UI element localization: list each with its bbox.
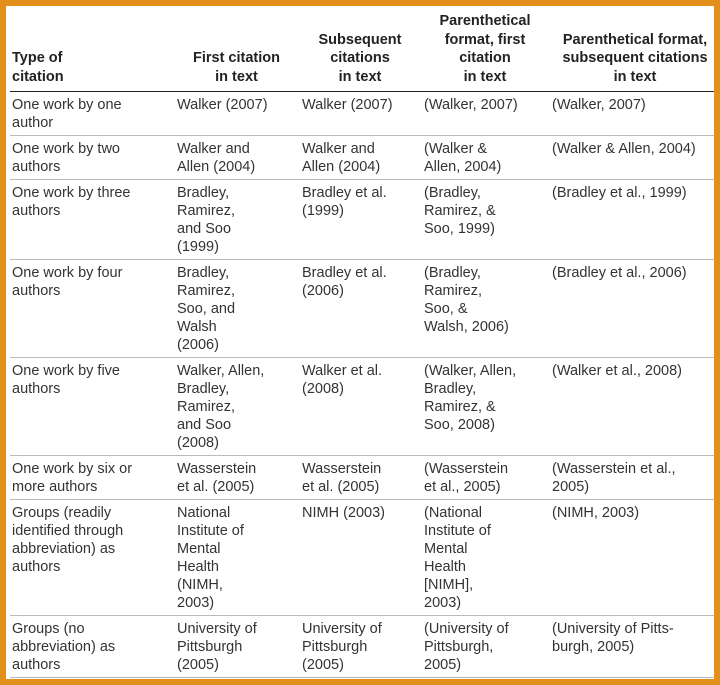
cell-first-citation: Bradley, Ramirez, Soo, and Walsh (2006) (175, 259, 300, 358)
cell-first-citation: Walker and Allen (2004) (175, 135, 300, 180)
header-parenthetical-first: Parenthetical format, first citation in … (422, 8, 550, 92)
cell-parenthetical-subsequent: (Walker, 2007) (550, 91, 714, 136)
cell-subsequent-citation: NIMH (2003) (300, 499, 422, 616)
cell-first-citation: National Institute of Mental Health (NIM… (175, 499, 300, 616)
table-row: One work by three authors Bradley, Ramir… (10, 179, 714, 260)
cell-subsequent-citation: Bradley et al. (1999) (300, 179, 422, 260)
cell-parenthetical-subsequent: (Bradley et al., 1999) (550, 179, 714, 260)
cell-parenthetical-first: (National Institute of Mental Health [NI… (422, 499, 550, 616)
table-row: One work by five authors Walker, Allen, … (10, 357, 714, 456)
table-row: One work by six or more authors Wasserst… (10, 455, 714, 500)
cell-parenthetical-subsequent: (Walker & Allen, 2004) (550, 135, 714, 180)
cell-type: One work by two authors (10, 135, 175, 180)
cell-type: Groups (readily identified through abbre… (10, 499, 175, 616)
cell-parenthetical-first: (Bradley, Ramirez, & Soo, 1999) (422, 179, 550, 260)
cell-parenthetical-first: (Walker, Allen, Bradley, Ramirez, & Soo,… (422, 357, 550, 456)
table-row: Groups (no abbreviation) as authors Univ… (10, 615, 714, 678)
cell-first-citation: Wasserstein et al. (2005) (175, 455, 300, 500)
cell-parenthetical-subsequent: (NIMH, 2003) (550, 499, 714, 616)
cell-type: One work by five authors (10, 357, 175, 456)
header-parenthetical-subsequent: Parenthetical format, subsequent citatio… (550, 8, 714, 92)
table-row: One work by four authors Bradley, Ramire… (10, 259, 714, 358)
cell-parenthetical-subsequent: (Wasserstein et al., 2005) (550, 455, 714, 500)
header-row: Type of citation First citation in text … (10, 8, 714, 92)
cell-parenthetical-first: (Walker, 2007) (422, 91, 550, 136)
cell-parenthetical-subsequent: (University of Pitts- burgh, 2005) (550, 615, 714, 678)
cell-type: One work by three authors (10, 179, 175, 260)
cell-subsequent-citation: Bradley et al. (2006) (300, 259, 422, 358)
cell-parenthetical-first: (Wasserstein et al., 2005) (422, 455, 550, 500)
table-row: One work by two authors Walker and Allen… (10, 135, 714, 180)
cell-subsequent-citation: Walker et al. (2008) (300, 357, 422, 456)
cell-type: One work by four authors (10, 259, 175, 358)
cell-first-citation: Walker (2007) (175, 91, 300, 136)
cell-subsequent-citation: Walker and Allen (2004) (300, 135, 422, 180)
cell-type: One work by six or more authors (10, 455, 175, 500)
cell-type: Groups (no abbreviation) as authors (10, 615, 175, 678)
cell-subsequent-citation: University of Pittsburgh (2005) (300, 615, 422, 678)
cell-parenthetical-first: (University of Pittsburgh, 2005) (422, 615, 550, 678)
cell-parenthetical-first: (Bradley, Ramirez, Soo, & Walsh, 2006) (422, 259, 550, 358)
cell-parenthetical-subsequent: (Walker et al., 2008) (550, 357, 714, 456)
table-row: One work by one author Walker (2007) Wal… (10, 91, 714, 136)
table-row: Groups (readily identified through abbre… (10, 499, 714, 616)
citation-styles-table: Type of citation First citation in text … (10, 8, 714, 678)
header-type-of-citation: Type of citation (10, 8, 175, 92)
header-subsequent-citations: Subsequent citations in text (300, 8, 422, 92)
cell-subsequent-citation: Wasserstein et al. (2005) (300, 455, 422, 500)
header-first-citation: First citation in text (175, 8, 300, 92)
cell-parenthetical-subsequent: (Bradley et al., 2006) (550, 259, 714, 358)
cell-first-citation: University of Pittsburgh (2005) (175, 615, 300, 678)
cell-parenthetical-first: (Walker & Allen, 2004) (422, 135, 550, 180)
cell-first-citation: Walker, Allen, Bradley, Ramirez, and Soo… (175, 357, 300, 456)
cell-type: One work by one author (10, 91, 175, 136)
cell-subsequent-citation: Walker (2007) (300, 91, 422, 136)
cell-first-citation: Bradley, Ramirez, and Soo (1999) (175, 179, 300, 260)
